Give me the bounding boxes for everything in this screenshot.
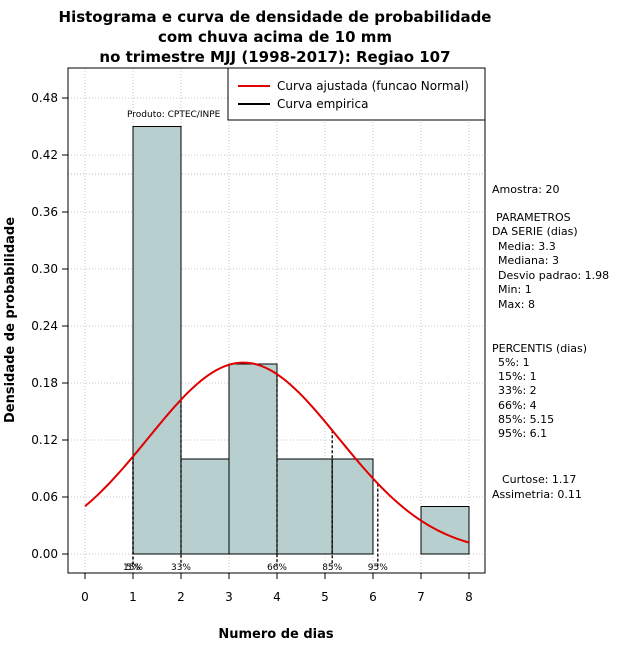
y-tick-label-5: 0.30 — [31, 262, 58, 276]
y-axis-label: Densidade de probabilidade — [3, 217, 18, 423]
bar-0 — [132, 126, 182, 555]
stat-p33: 33%: 2 — [498, 384, 537, 397]
y-tick-label-7: 0.42 — [31, 148, 58, 162]
stat-min: Min: 1 — [498, 283, 532, 296]
legend-label-empirical: Curva empirica — [277, 97, 368, 111]
normal-curve-group — [84, 361, 470, 544]
x-tick-label-7: 7 — [417, 590, 425, 604]
bar-3 — [276, 458, 333, 555]
y-tick-label-3: 0.18 — [31, 376, 58, 390]
bar-4 — [331, 458, 374, 555]
y-tick-label-2: 0.12 — [31, 433, 58, 447]
chart-title-line-3: no trimestre MJJ (1998-2017): Regiao 107 — [99, 48, 450, 66]
y-tick-label-6: 0.36 — [31, 205, 58, 219]
stat-p15: 15%: 1 — [498, 370, 537, 383]
stat-desvio: Desvio padrao: 1.98 — [498, 269, 609, 282]
x-axis: 0 1 2 3 4 5 6 7 8 — [81, 573, 473, 604]
y-tick-label-8: 0.48 — [31, 91, 58, 105]
x-tick-label-3: 3 — [225, 590, 233, 604]
stat-media: Media: 3.3 — [498, 240, 556, 253]
legend-label-fitted: Curva ajustada (funcao Normal) — [277, 79, 469, 93]
y-tick-label-0: 0.00 — [31, 547, 58, 561]
chart-title-line-2: com chuva acima de 10 mm — [158, 28, 392, 46]
bar-2 — [228, 363, 278, 555]
bar-1 — [180, 458, 230, 555]
x-tick-label-4: 4 — [273, 590, 281, 604]
stat-assimetria: Assimetria: 0.11 — [492, 488, 582, 501]
y-tick-label-4: 0.24 — [31, 319, 58, 333]
x-tick-label-1: 1 — [129, 590, 137, 604]
stat-percentis-title: PERCENTIS (dias) — [492, 342, 587, 355]
legend: Curva ajustada (funcao Normal) Curva emp… — [227, 67, 486, 121]
percentile-label-0: 5% — [126, 563, 141, 573]
x-axis-label: Numero de dias — [218, 627, 334, 642]
stat-mediana: Mediana: 3 — [498, 254, 559, 267]
x-tick-label-0: 0 — [81, 590, 89, 604]
stat-p95: 95%: 6.1 — [498, 427, 547, 440]
percentile-label-5: 95% — [368, 563, 388, 573]
stat-p85: 85%: 5.15 — [498, 413, 554, 426]
stat-parametros-title-2: DA SERIE (dias) — [492, 225, 578, 238]
stat-p66: 66%: 4 — [498, 399, 537, 412]
percentile-label-4: 85% — [322, 563, 342, 573]
percentile-label-2: 33% — [171, 563, 191, 573]
x-tick-label-8: 8 — [465, 590, 473, 604]
stat-amostra: Amostra: 20 — [492, 183, 559, 196]
credit-text: Produto: CPTEC/INPE — [127, 110, 221, 120]
stat-parametros-title-1: PARAMETROS — [496, 211, 571, 224]
x-tick-label-5: 5 — [321, 590, 329, 604]
x-tick-label-2: 2 — [177, 590, 185, 604]
y-tick-label-1: 0.06 — [31, 490, 58, 504]
bar-5 — [420, 506, 470, 555]
legend-box — [227, 67, 486, 121]
y-axis: 0.00 0.06 0.12 0.18 0.24 0.30 0.36 0.42 0.48 — [31, 91, 68, 561]
histogram-bars — [132, 126, 470, 555]
stats-panel: Amostra: 20 PARAMETROS DA SERIE (dias) M… — [492, 183, 609, 501]
stat-p5: 5%: 1 — [498, 356, 530, 369]
percentile-lines: 5%15% 33% 66% 85% 95% — [123, 374, 388, 573]
percentile-label-1: 15% — [123, 563, 143, 573]
x-tick-label-6: 6 — [369, 590, 377, 604]
percentile-label-3: 66% — [267, 563, 287, 573]
stat-curtose: Curtose: 1.17 — [502, 473, 576, 486]
chart-title-line-1: Histograma e curva de densidade de proba… — [59, 8, 492, 26]
stat-max: Max: 8 — [498, 298, 535, 311]
normal-curve — [84, 361, 470, 544]
